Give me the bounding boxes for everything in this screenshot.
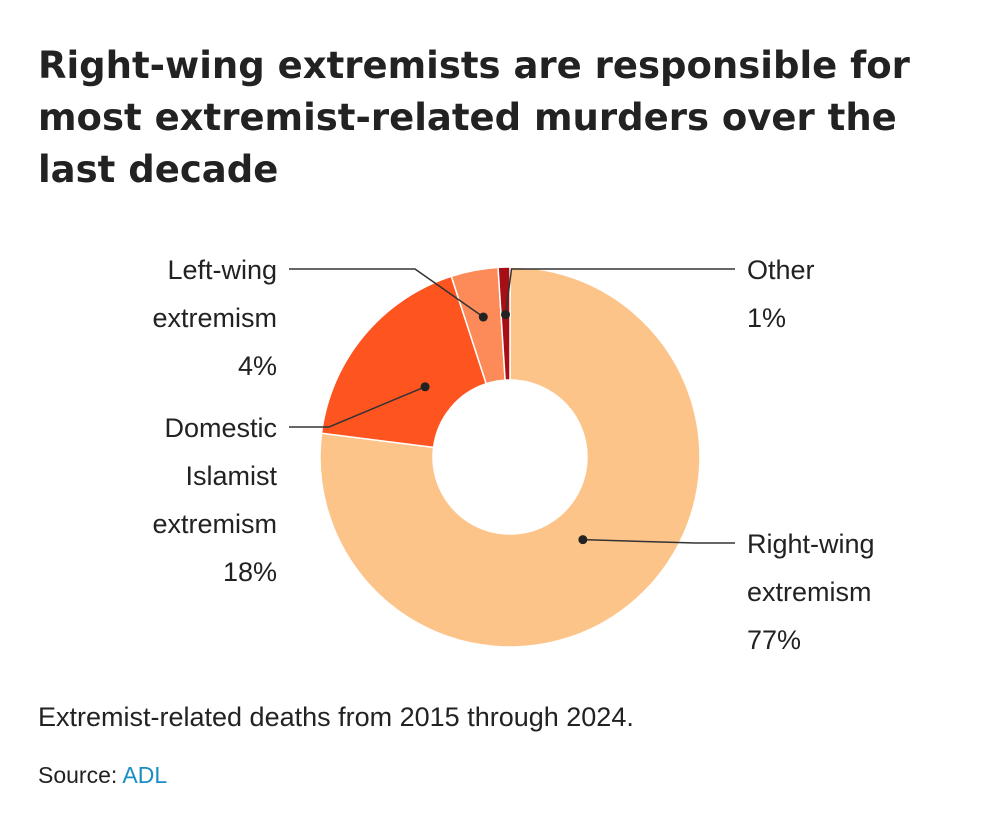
slice-label-domestic-islamist-extremism-line-1: Domestic [164, 413, 277, 443]
leader-dot-left-wing-extremism [478, 312, 488, 322]
slice-label-domestic-islamist-extremism-line-2: Islamist [185, 461, 277, 491]
slice-value-domestic-islamist-extremism: 18% [223, 557, 277, 587]
slice-label-left-wing-extremism-line-2: extremism [152, 303, 277, 333]
leader-line-left-wing-extremism [289, 268, 484, 318]
leader-line-other [504, 268, 735, 315]
slice-label-other-line-1: Other [747, 255, 815, 285]
slice-value-left-wing-extremism: 4% [238, 351, 277, 381]
leader-dot-domestic-islamist-extremism [420, 382, 430, 392]
slice-label-left-wing-extremism-line-1: Left-wing [167, 255, 277, 285]
slice-other [497, 266, 511, 381]
leader-dot-right-wing-extremism [578, 535, 588, 545]
source-line: Source: ADL [38, 762, 167, 789]
slice-label-domestic-islamist-extremism-line-3: extremism [152, 509, 277, 539]
leader-dot-other [501, 310, 511, 320]
slice-label-right-wing-extremism-line-1: Right-wing [747, 529, 875, 559]
source-link[interactable]: ADL [122, 762, 168, 788]
chart-title: Right-wing extremists are responsible fo… [38, 44, 910, 191]
chart-note: Extremist-related deaths from 2015 throu… [38, 702, 634, 732]
slice-right-wing-extremism [319, 266, 701, 648]
slice-domestic-islamist-extremism [320, 275, 488, 449]
source-prefix: Source: [38, 762, 123, 788]
slice-value-other: 1% [747, 303, 786, 333]
slice-value-right-wing-extremism: 77% [747, 625, 801, 655]
leader-line-domestic-islamist-extremism [289, 386, 426, 428]
leader-line-right-wing-extremism [582, 538, 735, 544]
slice-label-right-wing-extremism-line-2: extremism [747, 577, 872, 607]
